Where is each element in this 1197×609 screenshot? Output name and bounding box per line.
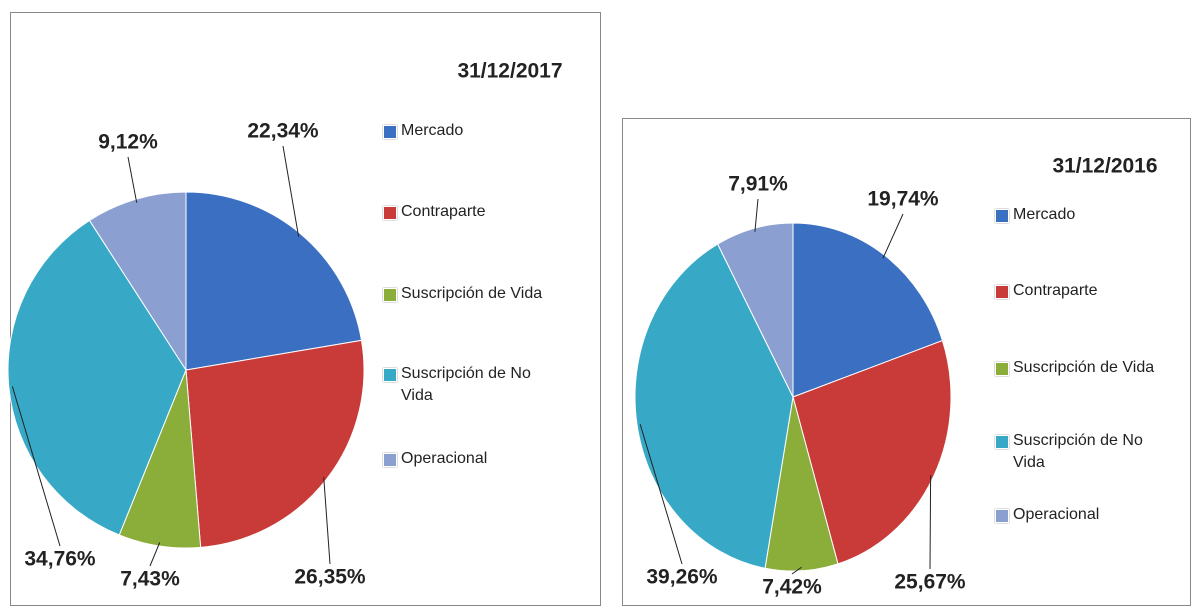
- chart-title: 31/12/2016: [1052, 155, 1157, 178]
- pie-slice: [185, 191, 363, 371]
- legend-item: Mercado: [383, 120, 551, 142]
- leader-line: [323, 477, 331, 565]
- legend-swatch: [995, 285, 1009, 299]
- pie-slice: [792, 339, 952, 565]
- legend-label: Suscripción de Vida: [401, 285, 543, 302]
- leader-line: [11, 386, 61, 547]
- legend-item: Suscripción de Vida: [995, 357, 1163, 379]
- data-label: 39,26%: [646, 566, 718, 589]
- leader-line: [639, 423, 683, 565]
- leader-line: [929, 475, 932, 570]
- pie-slice: [634, 243, 794, 569]
- leader-line: [791, 566, 802, 575]
- data-label: 7,42%: [762, 576, 822, 599]
- data-label: 9,12%: [98, 131, 158, 154]
- data-label: 7,43%: [120, 568, 180, 591]
- legend-item: Mercado: [995, 204, 1163, 226]
- legend-label: Suscripción de No Vida: [1013, 432, 1143, 471]
- pie-slice: [717, 222, 794, 398]
- legend-swatch: [383, 125, 397, 139]
- leader-line: [149, 542, 161, 567]
- legend-item: Operacional: [995, 504, 1163, 526]
- pie-slice: [792, 222, 944, 398]
- legend-swatch: [995, 509, 1009, 523]
- leader-line: [754, 198, 759, 232]
- leader-line: [127, 156, 138, 203]
- legend-swatch: [995, 209, 1009, 223]
- leader-line: [282, 145, 300, 237]
- data-label: 22,34%: [247, 120, 319, 143]
- chart-title: 31/12/2017: [457, 60, 562, 83]
- leader-line: [882, 213, 904, 259]
- legend-item: Suscripción de No Vida: [383, 363, 551, 407]
- legend-label: Operacional: [1013, 506, 1100, 523]
- legend-label: Operacional: [401, 450, 488, 467]
- legend-label: Contraparte: [1013, 282, 1098, 299]
- legend-item: Suscripción de Vida: [383, 283, 551, 305]
- data-label: 26,35%: [294, 566, 366, 589]
- legend-swatch: [383, 206, 397, 220]
- legend-item: Contraparte: [995, 280, 1163, 302]
- legend-label: Contraparte: [401, 203, 486, 220]
- legend-item: Contraparte: [383, 201, 551, 223]
- data-label: 19,74%: [867, 188, 939, 211]
- legend-item: Suscripción de No Vida: [995, 430, 1163, 474]
- legend-swatch: [995, 362, 1009, 376]
- pie-slice: [7, 219, 187, 536]
- data-label: 7,91%: [728, 173, 788, 196]
- legend-item: Operacional: [383, 448, 551, 470]
- legend-label: Mercado: [401, 122, 464, 139]
- legend-label: Suscripción de Vida: [1013, 359, 1155, 376]
- legend-swatch: [383, 368, 397, 382]
- data-label: 25,67%: [894, 571, 966, 594]
- pie-slice: [185, 339, 365, 548]
- legend-swatch: [383, 453, 397, 467]
- legend-label: Mercado: [1013, 206, 1076, 223]
- data-label: 34,76%: [24, 548, 96, 571]
- legend-label: Suscripción de No Vida: [401, 365, 531, 404]
- legend-swatch: [995, 435, 1009, 449]
- legend-swatch: [383, 288, 397, 302]
